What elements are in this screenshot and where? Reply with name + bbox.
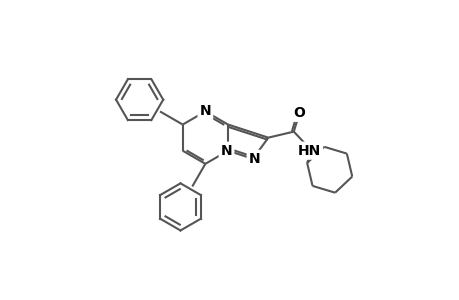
- Text: N: N: [220, 144, 232, 158]
- Text: O: O: [293, 106, 305, 120]
- Text: HN: HN: [297, 144, 320, 158]
- Text: N: N: [199, 104, 211, 118]
- Text: N: N: [248, 152, 260, 166]
